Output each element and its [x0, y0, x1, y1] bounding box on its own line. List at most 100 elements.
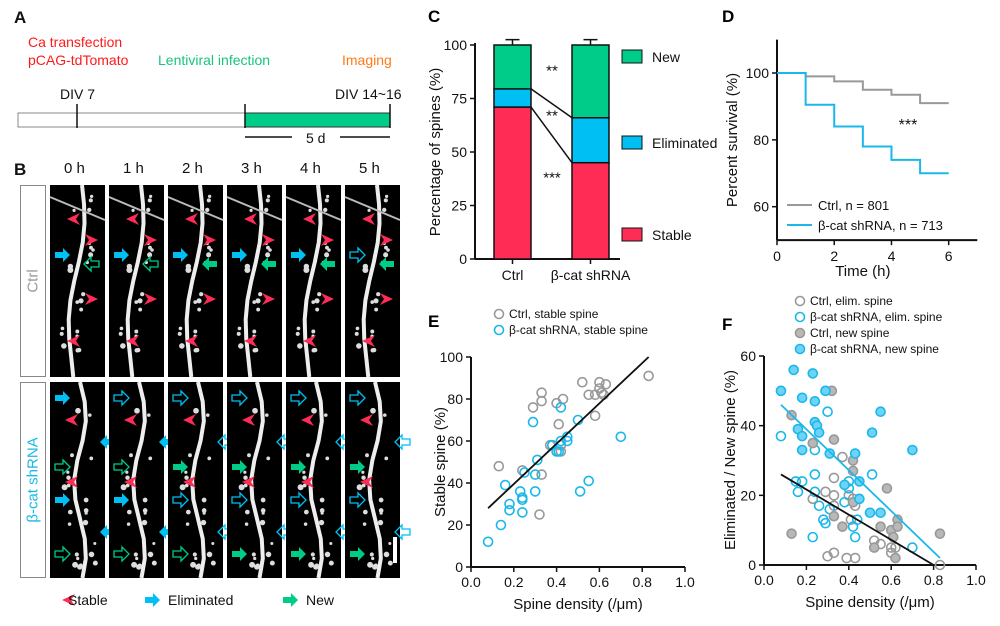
spine — [74, 552, 79, 557]
stable-arrowhead-icon — [124, 414, 137, 426]
spine — [193, 329, 198, 334]
regression-line — [487, 356, 650, 509]
spine — [147, 413, 151, 417]
spine — [77, 564, 83, 570]
spine — [140, 292, 145, 297]
ctrl-row-box: Ctrl — [20, 185, 46, 377]
x-axis-label: Time (h) — [835, 263, 890, 280]
spine — [383, 551, 390, 558]
x-tick-label: 0.2 — [504, 574, 524, 590]
eliminated-arrow-icon — [100, 525, 115, 539]
spine — [205, 207, 210, 213]
data-point — [839, 479, 850, 491]
spine — [88, 551, 95, 558]
eliminated-arrow-icon — [173, 248, 188, 262]
spine — [371, 556, 375, 561]
chart-f: 0.0 0.2 0.4 0.6 0.8 1.0 0 20 40 60 Spine density (… — [722, 294, 986, 611]
spine — [362, 522, 367, 526]
data-point — [875, 521, 886, 532]
spine — [207, 194, 212, 199]
eliminated-arrow-icon — [55, 248, 70, 262]
y-axis-label: Percentage of spines (%) — [427, 68, 444, 236]
x-tick-label: 1.0 — [675, 574, 695, 590]
stable-arrowhead-icon — [144, 293, 157, 305]
eliminated-arrow-icon — [55, 493, 70, 507]
stable-arrowhead-icon — [321, 293, 334, 305]
time-label: 2 h — [182, 160, 203, 177]
data-point — [824, 448, 836, 459]
spine — [67, 509, 73, 515]
spine — [260, 497, 266, 503]
spine — [243, 470, 247, 474]
data-point — [807, 368, 819, 379]
spine — [388, 541, 392, 546]
stable-arrowhead-icon — [65, 414, 78, 426]
spine — [131, 208, 135, 212]
spine — [258, 292, 263, 297]
data-point — [851, 514, 863, 526]
spine — [147, 252, 153, 258]
spine — [185, 267, 192, 274]
spine — [141, 519, 148, 526]
spine — [370, 348, 375, 353]
image-frame-ctrl — [226, 184, 283, 378]
data-point — [536, 395, 547, 407]
spine — [125, 483, 130, 488]
spine — [75, 348, 80, 353]
spine — [323, 207, 328, 213]
data-point — [837, 451, 848, 463]
data-point — [820, 486, 831, 498]
spine — [75, 300, 80, 304]
spine — [270, 541, 274, 546]
spine — [255, 298, 261, 304]
spine — [177, 331, 182, 336]
connector-line — [530, 88, 573, 119]
x-tick-label: Ctrl — [502, 267, 524, 283]
spine — [88, 413, 92, 417]
spine — [373, 298, 379, 304]
spine — [319, 497, 325, 503]
stable-arrowhead-icon — [126, 213, 139, 225]
spine — [200, 519, 207, 526]
eliminated-arrow-icon — [231, 491, 248, 509]
data-point — [796, 392, 808, 404]
bar-eliminated — [571, 117, 610, 164]
spine — [243, 483, 248, 488]
image-frame-shrna — [109, 381, 174, 579]
y-tick-label: 40 — [740, 418, 756, 434]
regression-line — [780, 473, 935, 566]
new-arrow-icon — [320, 257, 335, 271]
dendrite-branch — [108, 196, 165, 221]
new-arrow-icon — [83, 255, 100, 273]
time-label: 1 h — [123, 160, 144, 177]
spine — [249, 208, 253, 212]
data-point — [828, 510, 840, 522]
spine — [126, 509, 132, 515]
spine — [66, 470, 70, 474]
spine — [378, 497, 384, 503]
dendrite — [361, 184, 382, 378]
spine — [361, 483, 366, 488]
panel-label: C — [428, 7, 440, 26]
eliminated-arrow-icon — [394, 523, 411, 541]
spine — [210, 560, 216, 566]
new-arrow-icon — [350, 547, 365, 561]
new-arrow-icon — [283, 593, 298, 607]
eliminated-arrow-icon — [290, 491, 307, 509]
image-frame-ctrl — [167, 184, 224, 378]
spine — [61, 484, 68, 491]
new-arrow-icon — [379, 257, 394, 271]
eliminated-arrow-icon — [159, 525, 174, 539]
data-point — [864, 507, 876, 519]
spine — [370, 407, 376, 414]
data-point — [849, 531, 861, 543]
spine — [303, 522, 308, 526]
data-point — [527, 402, 539, 413]
spine — [312, 556, 316, 561]
data-point — [598, 389, 609, 401]
legend-label: Ctrl, stable spine — [509, 307, 599, 321]
bar-stable — [493, 106, 532, 260]
connector-line — [530, 106, 573, 164]
spine — [83, 497, 89, 503]
